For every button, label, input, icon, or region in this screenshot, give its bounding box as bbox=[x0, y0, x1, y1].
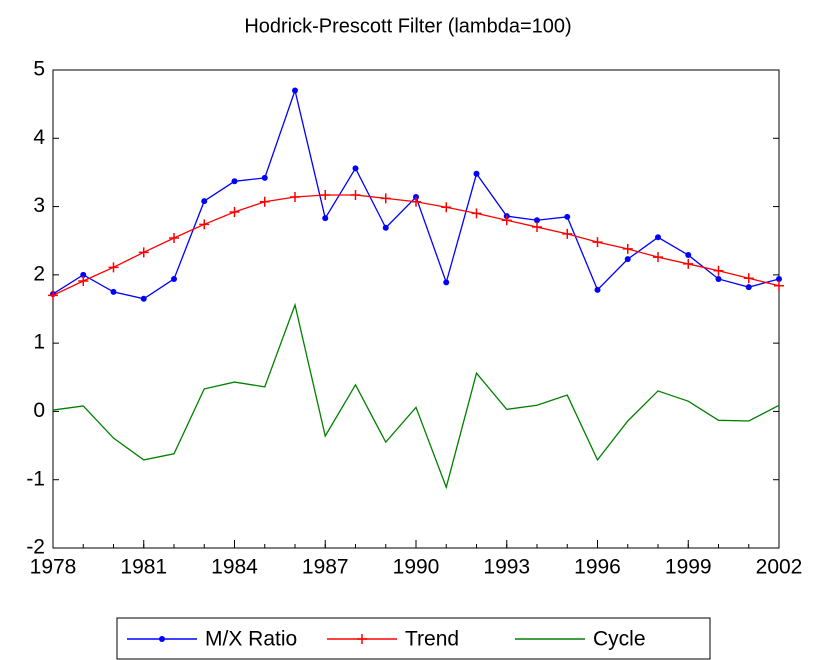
y-tick-label: 2 bbox=[33, 262, 45, 285]
point bbox=[110, 288, 117, 295]
point bbox=[564, 213, 571, 220]
point bbox=[685, 252, 692, 259]
x-tick-label: 1996 bbox=[574, 556, 621, 579]
x-tick-label: 1993 bbox=[483, 556, 530, 579]
point bbox=[473, 170, 480, 177]
x-tick-label: 2002 bbox=[756, 556, 803, 579]
point bbox=[320, 189, 331, 200]
x-tick-label: 1990 bbox=[393, 556, 440, 579]
point bbox=[380, 193, 391, 204]
y-tick-label: -2 bbox=[26, 536, 45, 559]
point bbox=[292, 87, 298, 94]
point bbox=[231, 178, 238, 185]
point bbox=[259, 196, 270, 207]
point bbox=[322, 215, 329, 222]
point bbox=[653, 252, 663, 263]
point bbox=[352, 165, 359, 172]
point bbox=[350, 189, 361, 200]
point bbox=[48, 290, 58, 301]
point bbox=[592, 237, 603, 248]
legend: M/X Ratio Trend Cycle bbox=[116, 617, 711, 660]
point bbox=[261, 174, 268, 181]
legend-marker bbox=[357, 634, 367, 644]
legend-marker bbox=[159, 636, 165, 642]
y-tick-label: -1 bbox=[26, 467, 45, 490]
point bbox=[80, 271, 87, 278]
point bbox=[776, 275, 782, 282]
point bbox=[169, 232, 179, 243]
point bbox=[171, 275, 177, 282]
y-tick-label: 0 bbox=[33, 399, 45, 422]
point bbox=[534, 217, 540, 224]
point bbox=[683, 258, 694, 269]
point bbox=[713, 265, 724, 276]
x-tick-label: 1978 bbox=[30, 556, 77, 579]
point bbox=[140, 295, 147, 302]
y-tick-label: 3 bbox=[33, 194, 45, 217]
point bbox=[411, 196, 421, 207]
point bbox=[622, 243, 633, 254]
point bbox=[594, 286, 601, 293]
x-tick-label: 1987 bbox=[302, 556, 349, 579]
y-tick-label: 4 bbox=[33, 126, 45, 149]
y-tick-label: 5 bbox=[33, 58, 45, 81]
point bbox=[655, 234, 661, 241]
x-tick-label: 1984 bbox=[211, 556, 258, 579]
point bbox=[532, 222, 542, 233]
series-line bbox=[52, 302, 780, 490]
point bbox=[201, 198, 208, 205]
point bbox=[562, 228, 573, 239]
legend-box bbox=[116, 617, 711, 660]
y-tick-label: 1 bbox=[33, 331, 45, 354]
point bbox=[382, 224, 389, 231]
x-tick-label: 1999 bbox=[665, 556, 712, 579]
legend-label: Trend bbox=[405, 628, 459, 651]
x-tick-label: 1981 bbox=[120, 556, 167, 579]
point bbox=[471, 208, 482, 219]
point bbox=[774, 280, 784, 291]
point bbox=[501, 215, 512, 226]
point bbox=[199, 219, 210, 230]
point bbox=[443, 279, 450, 286]
point bbox=[290, 192, 300, 203]
point bbox=[743, 273, 754, 284]
chart-title: Hodrick-Prescott Filter (lambda=100) bbox=[244, 15, 571, 37]
point bbox=[108, 262, 119, 273]
point bbox=[715, 275, 722, 282]
point bbox=[138, 247, 149, 258]
point bbox=[78, 276, 89, 287]
point bbox=[745, 284, 752, 291]
legend-label: M/X Ratio bbox=[205, 628, 297, 651]
point bbox=[441, 202, 452, 213]
plot-frame bbox=[52, 69, 780, 549]
point bbox=[229, 207, 240, 218]
legend-label: Cycle bbox=[593, 628, 646, 651]
point bbox=[624, 256, 631, 263]
